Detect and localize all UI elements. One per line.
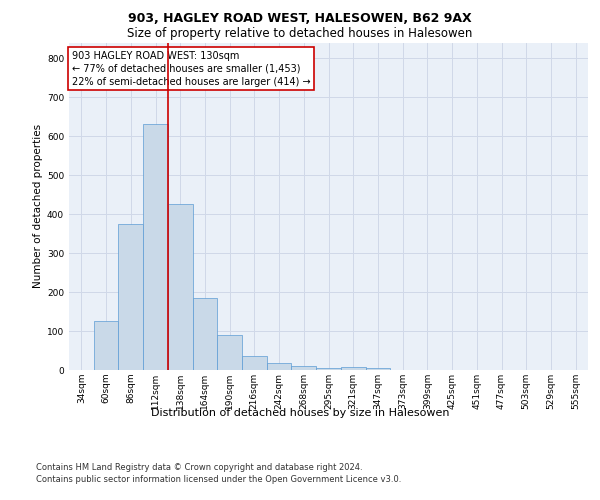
- Text: Distribution of detached houses by size in Halesowen: Distribution of detached houses by size …: [151, 408, 449, 418]
- Bar: [168, 204, 193, 370]
- Bar: [143, 124, 168, 370]
- Bar: [193, 298, 217, 370]
- Y-axis label: Number of detached properties: Number of detached properties: [33, 124, 43, 288]
- Text: Contains HM Land Registry data © Crown copyright and database right 2024.
Contai: Contains HM Land Registry data © Crown c…: [36, 462, 401, 484]
- Bar: [118, 224, 143, 370]
- Bar: [341, 368, 365, 370]
- Bar: [242, 356, 267, 370]
- Bar: [94, 322, 118, 370]
- Text: 903, HAGLEY ROAD WEST, HALESOWEN, B62 9AX: 903, HAGLEY ROAD WEST, HALESOWEN, B62 9A…: [128, 12, 472, 26]
- Text: 903 HAGLEY ROAD WEST: 130sqm
← 77% of detached houses are smaller (1,453)
22% of: 903 HAGLEY ROAD WEST: 130sqm ← 77% of de…: [71, 50, 310, 87]
- Bar: [267, 364, 292, 370]
- Bar: [217, 335, 242, 370]
- Bar: [316, 368, 341, 370]
- Bar: [292, 366, 316, 370]
- Bar: [365, 368, 390, 370]
- Text: Size of property relative to detached houses in Halesowen: Size of property relative to detached ho…: [127, 28, 473, 40]
